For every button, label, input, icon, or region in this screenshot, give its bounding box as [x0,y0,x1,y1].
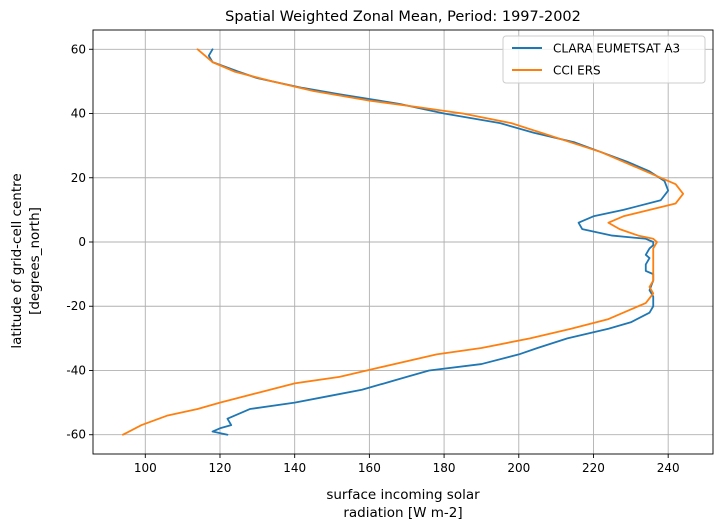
legend-entry-clara: CLARA EUMETSAT A3 [553,42,680,56]
grid [93,30,713,454]
y-tick-label-20: 20 [71,171,86,185]
y-tick-label-40: 40 [71,107,86,121]
y-tick-label-0: 0 [78,235,86,249]
x-tick-label-100: 100 [134,461,157,475]
legend-entry-cci: CCI ERS [553,64,601,78]
x-tick-label-200: 200 [507,461,530,475]
series-line-clara [207,48,670,436]
x-tick-label-220: 220 [582,461,605,475]
y-tick-label--40: -40 [66,363,86,377]
y-axis-label-line-2: [degrees_north] [27,207,43,315]
y-tick-label--60: -60 [66,428,86,442]
x-tick-label-180: 180 [433,461,456,475]
y-tick-label-60: 60 [71,42,86,56]
x-tick-label-120: 120 [209,461,232,475]
y-tick-label--20: -20 [66,299,86,313]
y-axis-label-line-1: latitude of grid-cell centre [9,173,25,348]
axis-ticks: 100 120 140 160 180 200 220 240 -60 -40 -20 0 20 40 60 [66,42,679,475]
x-tick-label-160: 160 [358,461,381,475]
x-tick-label-240: 240 [657,461,680,475]
legend-box [502,35,706,84]
series-layer [121,48,685,436]
x-axis-label-line-2: radiation [W m-2] [343,505,462,521]
x-tick-label-140: 140 [283,461,306,475]
series-line-cci [121,48,685,436]
legend: CLARA EUMETSAT A3 CCI ERS [502,35,706,84]
x-axis-label-line-1: surface incoming solar [326,487,480,503]
chart-title: Spatial Weighted Zonal Mean, Period: 199… [225,9,581,25]
